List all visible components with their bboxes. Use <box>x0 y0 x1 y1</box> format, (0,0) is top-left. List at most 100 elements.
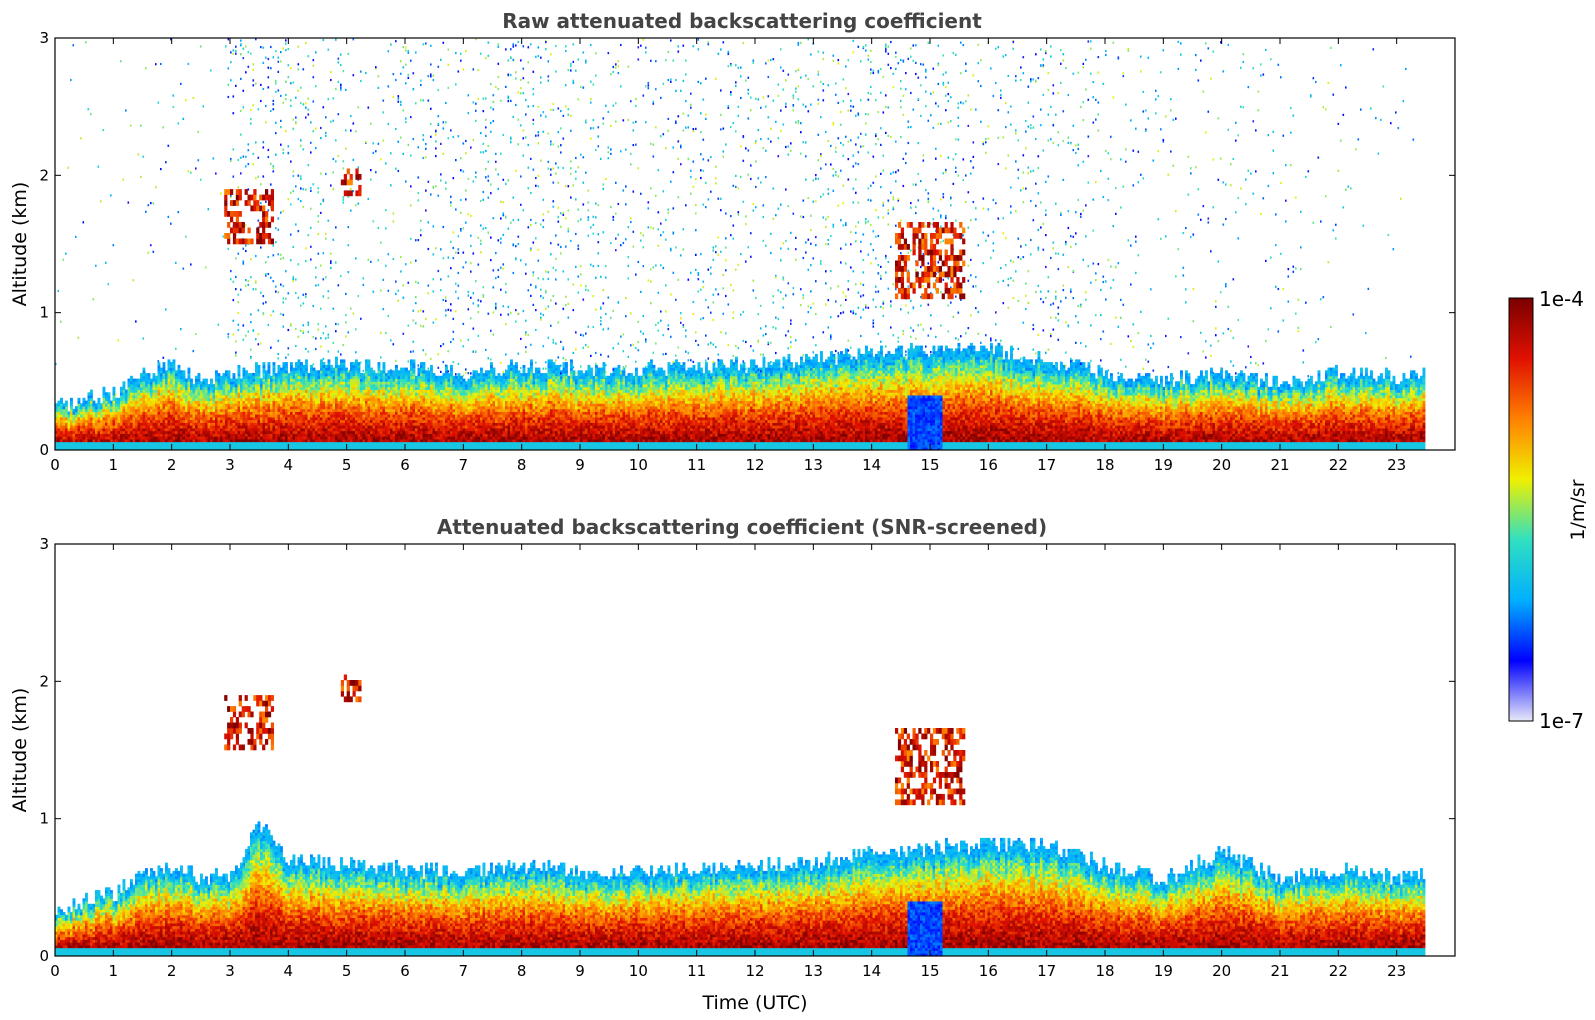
heatmap-cell <box>130 398 133 401</box>
heatmap-cell <box>88 439 91 442</box>
heatmap-cell <box>133 417 136 420</box>
heatmap-cell <box>73 409 76 412</box>
heatmap-cell <box>60 423 63 426</box>
heatmap-cell <box>133 387 136 390</box>
heatmap-cell <box>130 387 133 390</box>
heatmap-cell <box>98 398 101 401</box>
heatmap-cell <box>85 417 88 420</box>
heatmap-cell <box>138 390 141 393</box>
heatmap-cell <box>138 403 141 406</box>
heatmap-cell <box>63 439 66 442</box>
heatmap-cell <box>58 442 61 445</box>
heatmap-cell <box>110 436 113 439</box>
heatmap-cell <box>93 439 96 442</box>
heatmap-cell <box>120 442 123 445</box>
heatmap-cell <box>125 425 128 428</box>
heatmap-cell <box>108 434 111 437</box>
heatmap-cell <box>140 414 143 417</box>
heatmap-cell <box>70 428 73 431</box>
heatmap-cell <box>70 414 73 417</box>
heatmap-cell <box>113 390 116 393</box>
heatmap-cell <box>120 423 123 426</box>
heatmap-cell <box>115 403 118 406</box>
heatmap-cell <box>133 412 136 415</box>
heatmap-cell <box>140 434 143 437</box>
heatmap-cell <box>78 398 81 401</box>
heatmap-cell <box>100 423 103 426</box>
heatmap-cell <box>60 409 63 412</box>
noise-speck <box>120 60 122 62</box>
heatmap-cell <box>123 381 126 384</box>
heatmap-cell <box>70 398 73 401</box>
heatmap-cell <box>93 434 96 437</box>
heatmap-cell <box>133 434 136 437</box>
heatmap-cell <box>120 390 123 393</box>
heatmap-cell <box>123 392 126 395</box>
heatmap-cell <box>105 412 108 415</box>
heatmap-cell <box>75 420 78 423</box>
heatmap-cell <box>110 412 113 415</box>
heatmap-cell <box>140 420 143 423</box>
noise-speck <box>100 200 102 202</box>
heatmap-cell <box>120 406 123 409</box>
heatmap-cell <box>80 423 83 426</box>
noise-speck <box>128 202 130 204</box>
heatmap-cell <box>60 403 63 406</box>
heatmap-cell <box>90 439 93 442</box>
heatmap-cell <box>85 414 88 417</box>
heatmap-cell <box>80 420 83 423</box>
heatmap-cell <box>73 425 76 428</box>
noise-speck <box>93 298 95 300</box>
heatmap-cell <box>68 425 71 428</box>
heatmap-cell <box>88 431 91 434</box>
heatmap-cell <box>73 428 76 431</box>
heatmap-cell <box>120 420 123 423</box>
heatmap-cell <box>58 406 61 409</box>
heatmap-cell <box>88 395 91 398</box>
heatmap-cell <box>65 409 68 412</box>
heatmap-cell <box>88 436 91 439</box>
heatmap-cell <box>60 414 63 417</box>
heatmap-cell <box>135 434 138 437</box>
heatmap-cell <box>108 392 111 395</box>
heatmap-cell <box>83 417 86 420</box>
heatmap-cell <box>103 420 106 423</box>
heatmap-cell <box>78 434 81 437</box>
heatmap-cell <box>73 414 76 417</box>
heatmap-cell <box>60 431 63 434</box>
heatmap-cell <box>130 414 133 417</box>
heatmap-cell <box>123 423 126 426</box>
heatmap-cell <box>83 420 86 423</box>
heatmap-cell <box>88 445 91 448</box>
heatmap-cell <box>100 409 103 412</box>
heatmap-cell <box>128 406 131 409</box>
heatmap-cell <box>135 414 138 417</box>
heatmap-cell <box>105 445 108 448</box>
heatmap-cell <box>105 406 108 409</box>
heatmap-cell <box>100 442 103 445</box>
heatmap-cell <box>113 417 116 420</box>
heatmap-cell <box>75 425 78 428</box>
heatmap-cell <box>100 445 103 448</box>
heatmap-cell <box>130 384 133 387</box>
heatmap-cell <box>95 409 98 412</box>
heatmap-cell <box>90 417 93 420</box>
heatmap-cell <box>138 445 141 448</box>
heatmap-cell <box>103 417 106 420</box>
heatmap-cell <box>103 431 106 434</box>
heatmap-cell <box>93 428 96 431</box>
heatmap-cell <box>110 417 113 420</box>
heatmap-cell <box>125 398 128 401</box>
heatmap-cell <box>135 442 138 445</box>
heatmap-cell <box>85 425 88 428</box>
heatmap-cell <box>108 428 111 431</box>
heatmap-cell <box>110 439 113 442</box>
heatmap-cell <box>128 387 131 390</box>
heatmap-cell <box>90 434 93 437</box>
heatmap-cell <box>125 401 128 404</box>
heatmap-cell <box>125 428 128 431</box>
heatmap-cell <box>78 417 81 420</box>
heatmap-cell <box>120 409 123 412</box>
heatmap-cell <box>90 390 93 393</box>
heatmap-cell <box>85 436 88 439</box>
